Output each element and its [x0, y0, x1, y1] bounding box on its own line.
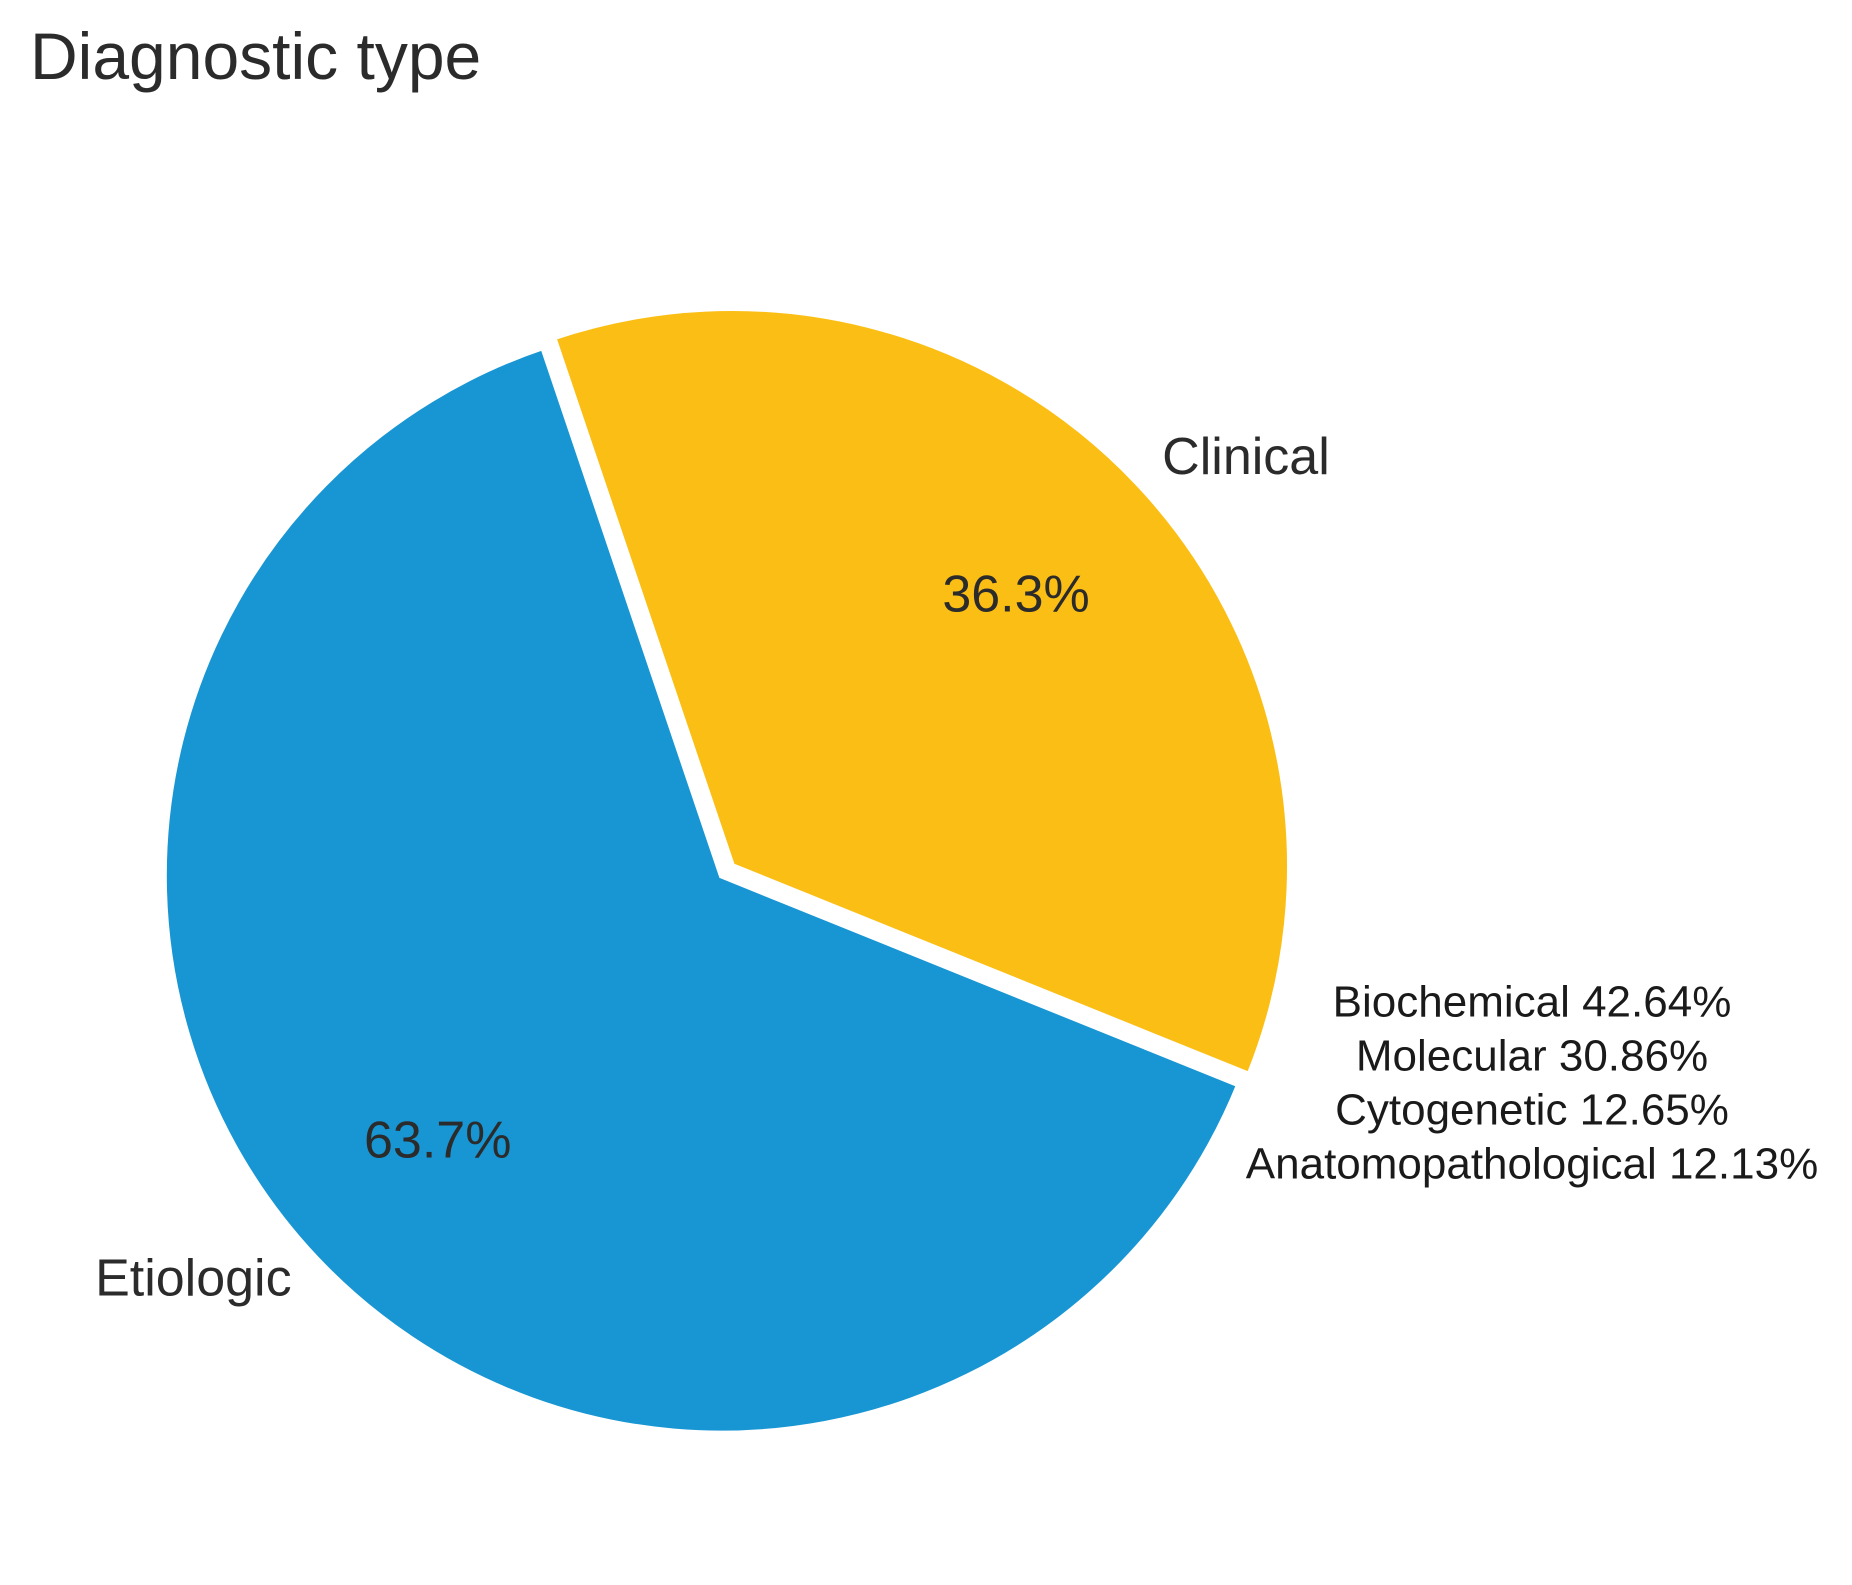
slice-clinical [549, 305, 1294, 1079]
slice-label-clinical: Clinical [1162, 428, 1330, 486]
pct-label-clinical: 36.3% [942, 566, 1089, 624]
slice-etiologic [160, 343, 1244, 1437]
pie-labels: 63.7% Etiologic 36.3% Clinical [95, 428, 1330, 1308]
breakdown-molecular: Molecular 30.86% [1356, 1032, 1708, 1081]
etiologic-breakdown: Biochemical 42.64% Molecular 30.86% Cytoge… [1246, 978, 1818, 1189]
slice-label-etiologic: Etiologic [95, 1249, 292, 1307]
breakdown-biochemical: Biochemical 42.64% [1333, 978, 1732, 1027]
pie-slices [160, 305, 1294, 1437]
breakdown-cytogenetic: Cytogenetic 12.65% [1335, 1086, 1729, 1135]
breakdown-anatomopathological: Anatomopathological 12.13% [1246, 1140, 1818, 1189]
pct-label-etiologic: 63.7% [364, 1111, 511, 1169]
chart-title: Diagnostic type [30, 19, 482, 93]
